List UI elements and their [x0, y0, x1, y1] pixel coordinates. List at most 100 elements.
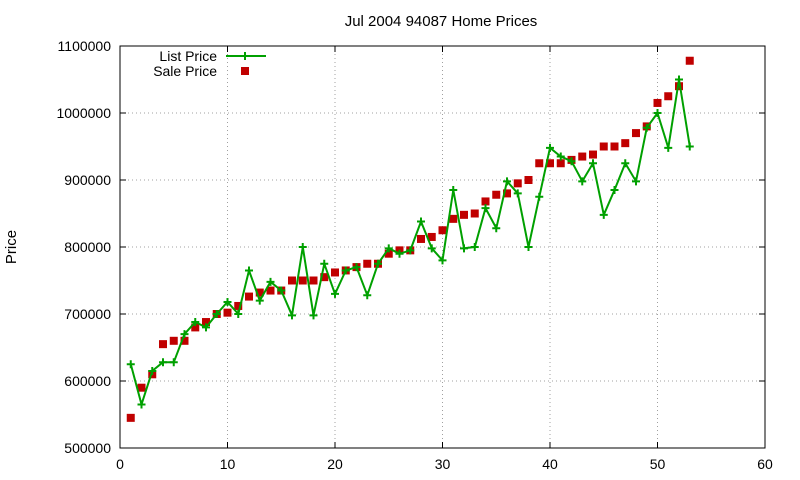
- sale-price-point: [513, 179, 522, 188]
- y-tick-label: 1100000: [58, 38, 112, 54]
- list-price-point: [556, 152, 565, 161]
- sale-price-point: [298, 276, 307, 285]
- sale-price-point: [255, 288, 264, 297]
- y-tick-label: 500000: [64, 440, 111, 456]
- list-price-point: [524, 243, 533, 251]
- sale-price-point: [180, 336, 189, 345]
- list-price-point: [395, 249, 404, 258]
- sale-price-point: [492, 190, 501, 199]
- list-price-point: [503, 177, 511, 186]
- list-price-point: [632, 177, 640, 186]
- list-price-point: [481, 204, 490, 213]
- list-price-point: [406, 246, 415, 255]
- list-price-point: [535, 192, 544, 201]
- list-price-point: [277, 286, 286, 295]
- grid-lines: [120, 46, 765, 448]
- x-tick-label: 50: [650, 456, 666, 472]
- sale-price-point: [675, 82, 683, 91]
- list-price-point: [675, 75, 683, 84]
- sale-price-point: [621, 139, 630, 148]
- list-price-point: [169, 358, 178, 367]
- list-price-point: [417, 217, 425, 226]
- series-sale-price: [126, 56, 694, 422]
- legend-marker-sale-price: [241, 67, 249, 75]
- legend-label-sale-price: Sale Price: [153, 63, 217, 79]
- list-price-point: [685, 142, 694, 151]
- sale-price-point: [653, 98, 662, 107]
- sale-price-point: [266, 286, 275, 295]
- sale-price-point: [470, 209, 479, 218]
- list-price-point: [589, 159, 597, 168]
- sale-price-point: [202, 318, 210, 327]
- y-tick-label: 600000: [64, 373, 111, 389]
- sale-price-point: [535, 159, 544, 168]
- list-price-point: [245, 266, 253, 275]
- sale-price-point: [320, 273, 329, 282]
- sale-price-point: [331, 268, 339, 277]
- sale-price-point: [191, 323, 200, 332]
- y-tick-label: 800000: [64, 239, 111, 255]
- list-price-point: [363, 291, 372, 300]
- list-price-point: [492, 224, 501, 233]
- list-price-point: [352, 263, 361, 272]
- list-price-point: [148, 366, 157, 375]
- x-tick-label: 30: [435, 456, 451, 472]
- list-price-point: [599, 210, 608, 219]
- y-axis-label: Price: [3, 230, 20, 264]
- list-price-point: [331, 289, 339, 298]
- sale-price-point: [685, 56, 694, 65]
- list-price-point: [460, 244, 468, 253]
- sale-price-point: [503, 189, 511, 198]
- list-price-point: [288, 311, 296, 320]
- list-price-point: [653, 109, 662, 117]
- list-price-point: [320, 259, 329, 268]
- list-price-point: [664, 143, 673, 152]
- sale-price-point: [384, 249, 393, 258]
- series-layer: [126, 56, 694, 422]
- sale-price-point: [481, 197, 490, 206]
- x-tick-label: 0: [116, 456, 124, 472]
- x-tick-label: 10: [220, 456, 236, 472]
- list-price-point: [137, 400, 146, 409]
- list-price-line: [129, 78, 691, 406]
- list-price-point: [234, 310, 243, 318]
- sale-price-point: [417, 234, 425, 243]
- list-price-point: [298, 243, 307, 251]
- list-price-point: [578, 177, 587, 186]
- list-price-point: [255, 296, 264, 305]
- list-price-point: [159, 358, 167, 367]
- sale-price-point: [556, 159, 565, 168]
- sale-price-point: [438, 226, 447, 235]
- list-price-point: [621, 159, 630, 168]
- sale-price-point: [427, 232, 436, 241]
- list-price-point: [374, 259, 382, 268]
- sale-price-point: [664, 92, 673, 101]
- x-tick-label: 40: [542, 456, 558, 472]
- sale-price-point: [288, 276, 296, 285]
- sale-price-point: [578, 152, 587, 161]
- sale-price-point: [169, 336, 178, 345]
- sale-price-point: [546, 159, 554, 168]
- sale-price-point: [363, 259, 372, 268]
- list-price-point: [341, 266, 350, 275]
- sale-price-point: [524, 176, 533, 184]
- list-price-point: [309, 311, 318, 320]
- sale-price-point: [449, 214, 458, 223]
- x-tick-label: 60: [757, 456, 773, 472]
- y-tick-label: 900000: [64, 172, 111, 188]
- list-price-point: [266, 277, 275, 286]
- sale-price-point: [137, 383, 146, 392]
- list-price-point: [449, 186, 458, 195]
- list-price-point: [126, 360, 135, 369]
- chart-title: Jul 2004 94087 Home Prices: [345, 13, 538, 30]
- sale-price-point: [460, 210, 468, 219]
- sale-price-point: [126, 413, 135, 422]
- y-tick-label: 1000000: [56, 105, 111, 121]
- sale-price-point: [632, 129, 640, 138]
- sale-price-point: [223, 308, 232, 317]
- list-price-point: [513, 189, 522, 198]
- list-price-point: [438, 256, 447, 265]
- sale-price-point: [309, 276, 318, 285]
- axis-ticks: 0 10 20 30 40 50 60 500000 600000 700000 800000 900…: [56, 38, 773, 472]
